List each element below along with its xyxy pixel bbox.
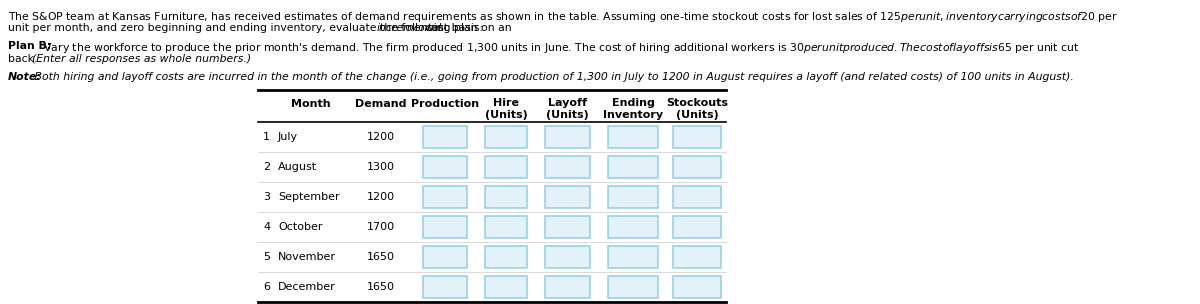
FancyBboxPatch shape (673, 216, 721, 238)
FancyBboxPatch shape (485, 186, 527, 208)
Text: Stockouts: Stockouts (666, 98, 728, 108)
Text: 2: 2 (263, 162, 270, 172)
FancyBboxPatch shape (424, 246, 467, 268)
Text: unit per month, and zero beginning and ending inventory, evaluate the following : unit per month, and zero beginning and e… (8, 23, 515, 33)
FancyBboxPatch shape (424, 276, 467, 298)
Text: Hire: Hire (493, 98, 520, 108)
Text: 1: 1 (263, 132, 270, 142)
Text: Ending: Ending (612, 98, 654, 108)
Text: 5: 5 (263, 252, 270, 262)
Text: August: August (278, 162, 317, 172)
FancyBboxPatch shape (608, 186, 658, 208)
Text: back.: back. (8, 54, 41, 64)
Text: (Units): (Units) (485, 110, 527, 120)
Text: 1300: 1300 (367, 162, 395, 172)
FancyBboxPatch shape (608, 156, 658, 178)
FancyBboxPatch shape (608, 276, 658, 298)
Text: November: November (278, 252, 336, 262)
FancyBboxPatch shape (545, 246, 590, 268)
Text: The S&OP team at Kansas Furniture, has received estimates of demand requirements: The S&OP team at Kansas Furniture, has r… (8, 10, 1118, 24)
FancyBboxPatch shape (673, 186, 721, 208)
FancyBboxPatch shape (608, 126, 658, 148)
FancyBboxPatch shape (424, 186, 467, 208)
Text: (Units): (Units) (676, 110, 719, 120)
FancyBboxPatch shape (424, 126, 467, 148)
Text: Inventory: Inventory (602, 110, 664, 120)
Text: incremental: incremental (377, 23, 443, 33)
FancyBboxPatch shape (545, 126, 590, 148)
Text: Month: Month (292, 99, 331, 109)
Text: Note:: Note: (8, 72, 42, 82)
FancyBboxPatch shape (608, 246, 658, 268)
FancyBboxPatch shape (485, 246, 527, 268)
FancyBboxPatch shape (673, 126, 721, 148)
FancyBboxPatch shape (545, 276, 590, 298)
Text: 1650: 1650 (367, 252, 395, 262)
Text: cost basis:: cost basis: (421, 23, 482, 33)
FancyBboxPatch shape (673, 156, 721, 178)
Text: 1200: 1200 (367, 192, 395, 202)
Text: 1650: 1650 (367, 282, 395, 292)
Text: Both hiring and layoff costs are incurred in the month of the change (i.e., goin: Both hiring and layoff costs are incurre… (31, 72, 1074, 82)
Text: 4: 4 (263, 222, 270, 232)
Text: December: December (278, 282, 336, 292)
Text: Production: Production (410, 99, 479, 109)
Text: Layoff: Layoff (548, 98, 587, 108)
Text: October: October (278, 222, 323, 232)
FancyBboxPatch shape (673, 276, 721, 298)
FancyBboxPatch shape (673, 246, 721, 268)
FancyBboxPatch shape (485, 216, 527, 238)
FancyBboxPatch shape (485, 126, 527, 148)
Text: Vary the workforce to produce the prior month's demand. The firm produced 1,300 : Vary the workforce to produce the prior … (40, 41, 1079, 55)
Text: 6: 6 (263, 282, 270, 292)
Text: Demand: Demand (355, 99, 407, 109)
FancyBboxPatch shape (485, 156, 527, 178)
Text: 1700: 1700 (367, 222, 395, 232)
Text: (Enter all responses as whole numbers.): (Enter all responses as whole numbers.) (32, 54, 252, 64)
FancyBboxPatch shape (545, 156, 590, 178)
Text: July: July (278, 132, 298, 142)
FancyBboxPatch shape (485, 276, 527, 298)
FancyBboxPatch shape (424, 216, 467, 238)
FancyBboxPatch shape (424, 156, 467, 178)
Text: 3: 3 (263, 192, 270, 202)
FancyBboxPatch shape (545, 216, 590, 238)
FancyBboxPatch shape (608, 216, 658, 238)
Text: 1200: 1200 (367, 132, 395, 142)
Text: (Units): (Units) (546, 110, 589, 120)
Text: September: September (278, 192, 340, 202)
Text: Plan B:: Plan B: (8, 41, 52, 51)
FancyBboxPatch shape (545, 186, 590, 208)
